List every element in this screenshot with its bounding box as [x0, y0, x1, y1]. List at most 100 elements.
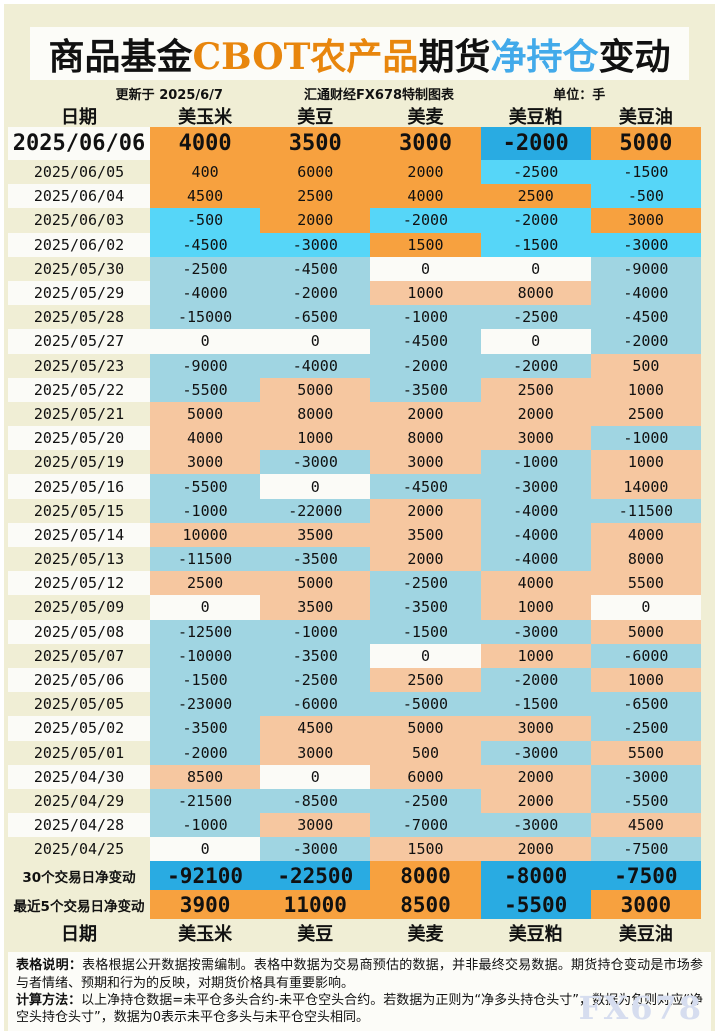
- positions-table: 日期 美玉米 美豆 美麦 美豆粕 美豆油 2025/06/06 4000 3500 3000 -2…: [8, 104, 701, 946]
- cell-value: 0: [370, 256, 481, 281]
- cell-value: 2500: [150, 571, 261, 596]
- cell-value: 0: [480, 256, 591, 281]
- cell-value: 5000: [260, 377, 371, 402]
- cell-value: -4000: [480, 498, 591, 523]
- cell-value: 8000: [590, 547, 701, 572]
- row-date: 2025/05/13: [33, 550, 125, 569]
- cell-value: 4000: [590, 522, 701, 547]
- column-header-0: 日期: [61, 106, 97, 128]
- row-date: 2025/06/03: [33, 211, 125, 230]
- cell-value: 1000: [260, 426, 371, 451]
- table-row: 2025/05/08 -12500 -1000 -1500 -3000 5000: [8, 619, 701, 644]
- cell-value: 1000: [590, 450, 701, 475]
- row-date: 2025/05/28: [33, 308, 125, 327]
- row-date: 2025/05/02: [8, 716, 150, 741]
- cell-value: -2500: [260, 667, 371, 693]
- cell-value: 500: [590, 353, 701, 378]
- row-date: 2025/06/06: [8, 127, 150, 160]
- cell-value: -2000: [370, 353, 481, 378]
- cell-value: -500: [150, 208, 261, 233]
- table-row: 2025/05/01 -2000 3000 500 -3000 5500: [8, 740, 701, 765]
- method-label: 计算方法：: [16, 992, 82, 1008]
- cell-value: -5000: [370, 692, 481, 717]
- cell-value: 3000: [480, 426, 591, 451]
- summary-row: 最近5个交易日净变动 3900 11000 8500 -5500 3000: [8, 890, 701, 920]
- cell-value: 6000: [260, 160, 371, 185]
- table-row: 2025/06/06 4000 3500 3000 -2000 5000: [8, 127, 701, 160]
- cell-value: -1500: [370, 619, 481, 644]
- cell-value: -11500: [590, 498, 701, 523]
- cell-value: -1500: [590, 160, 701, 185]
- table-row: 2025/05/15 -1000 -22000 2000 -4000 -11500: [8, 498, 701, 523]
- column-header-3: 美麦: [407, 923, 444, 945]
- cell-value: -1000: [480, 450, 591, 475]
- column-header-4: 美豆粕: [508, 106, 563, 128]
- cell-value: 1500: [370, 837, 481, 862]
- cell-value: 3000: [370, 450, 481, 475]
- cell-value: 1000: [480, 643, 591, 668]
- cell-value: 3000: [590, 208, 701, 233]
- summary-value: -22500: [260, 861, 371, 891]
- column-header-4: 美豆粕: [508, 923, 563, 945]
- row-date: 2025/05/29: [8, 280, 150, 306]
- row-date: 2025/05/06: [8, 667, 150, 693]
- cell-value: -3500: [370, 377, 481, 402]
- cell-value: -8500: [260, 788, 371, 814]
- row-date: 2025/05/27: [8, 329, 150, 354]
- cell-value: 2000: [370, 498, 481, 523]
- cell-value: -2000: [480, 127, 591, 160]
- cell-value: -12500: [150, 619, 261, 644]
- cell-value: 2500: [480, 377, 591, 402]
- cell-value: 0: [150, 329, 261, 354]
- table-body: 2025/06/06 4000 3500 3000 -2000 5000 2025/06/0…: [8, 127, 701, 862]
- column-header-1: 美玉米: [178, 923, 233, 945]
- cell-value: -4500: [150, 232, 261, 257]
- summary-value: 11000: [260, 890, 371, 920]
- cell-value: 6000: [370, 764, 481, 789]
- cell-value: -1000: [590, 426, 701, 451]
- cell-value: 1500: [370, 232, 481, 257]
- cell-value: 1000: [480, 595, 591, 620]
- summary-row: 30个交易日净变动 -92100 -22500 8000 -8000 -7500: [8, 861, 701, 891]
- cell-value: 5000: [150, 401, 261, 427]
- cell-value: -22000: [260, 498, 371, 523]
- row-date: 2025/06/04: [8, 184, 150, 209]
- cell-value: 4500: [150, 184, 261, 209]
- cell-value: 1000: [370, 280, 481, 306]
- cell-value: -3500: [260, 547, 371, 572]
- cell-value: -3000: [590, 232, 701, 257]
- cell-value: -3500: [370, 595, 481, 620]
- title-box: 商品基金CBOT农产品期货净持仓变动: [30, 27, 689, 80]
- cell-value: 0: [260, 764, 371, 789]
- cell-value: -9000: [590, 256, 701, 281]
- cell-value: 0: [260, 329, 371, 354]
- cell-value: 0: [370, 643, 481, 668]
- source-label: 汇通财经FX678特制图表: [304, 87, 455, 103]
- cell-value: -5500: [150, 474, 261, 499]
- cell-value: -1500: [150, 667, 261, 693]
- cell-value: 2500: [370, 667, 481, 693]
- cell-value: 5500: [590, 740, 701, 765]
- row-date: 2025/05/23: [33, 356, 125, 375]
- row-date: 2025/05/08: [8, 619, 150, 644]
- row-date: 2025/05/12: [8, 571, 150, 596]
- cell-value: 4500: [590, 813, 701, 838]
- cell-value: 3000: [150, 450, 261, 475]
- cell-value: -6000: [260, 692, 371, 717]
- cell-value: 5000: [260, 571, 371, 596]
- cell-value: -23000: [150, 692, 261, 717]
- row-date: 2025/05/16: [8, 474, 150, 499]
- table-header-top: 日期 美玉米 美豆 美麦 美豆粕 美豆油: [8, 104, 701, 128]
- cell-value: 2000: [370, 160, 481, 185]
- row-date: 2025/05/20: [8, 426, 150, 451]
- summary-value: 8500: [370, 890, 481, 920]
- cell-value: -3000: [260, 450, 371, 475]
- summary-value: -7500: [590, 861, 701, 891]
- row-date: 2025/06/02: [8, 232, 150, 257]
- cell-value: -2500: [370, 788, 481, 814]
- cell-value: 5500: [590, 571, 701, 596]
- row-date: 2025/05/09: [33, 598, 125, 617]
- cell-value: 5000: [370, 716, 481, 741]
- table-row: 2025/05/19 3000 -3000 3000 -1000 1000: [8, 450, 701, 475]
- table-row: 2025/06/02 -4500 -3000 1500 -1500 -3000: [8, 232, 701, 257]
